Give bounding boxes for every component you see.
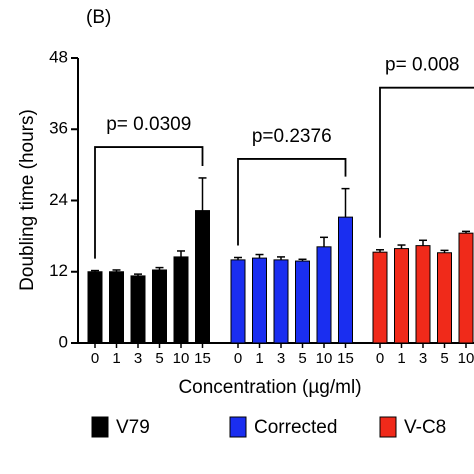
bar [87,271,103,344]
bar [109,271,124,344]
legend-swatch [379,416,397,438]
bar [173,256,189,344]
x-tick-label: 0 [91,350,99,367]
x-tick-label: 5 [298,350,306,367]
x-tick-label: 15 [337,350,354,367]
legend-swatch [229,416,247,438]
y-tick-label: 0 [59,332,68,351]
significance-bracket [237,158,347,246]
p-value: p= 0.0309 [106,114,191,135]
x-axis-label: Concentration (µg/ml) [178,377,361,398]
x-tick-label: 1 [255,350,263,367]
x-tick-label: 10 [316,350,333,367]
x-tick-label: 0 [376,350,384,367]
bar [273,259,289,344]
panel-label: (B) [86,7,111,28]
x-tick-label: 1 [397,350,405,367]
x-tick-label: 10 [458,350,474,367]
significance-bracket [379,86,474,238]
x-tick-label: 1 [112,350,120,367]
significance-bracket [94,146,204,259]
bar [295,260,310,344]
legend-swatch [91,416,109,438]
x-tick-label: 0 [234,350,242,367]
bar [152,269,167,344]
x-tick-label: 3 [277,350,285,367]
legend-label: V-C8 [404,417,446,438]
y-tick-label: 48 [49,47,68,66]
x-tick-label: 3 [419,350,427,367]
bar [338,216,353,344]
x-tick-label: 5 [155,350,163,367]
x-tick-label: 15 [194,350,211,367]
legend-label: Corrected [254,417,337,438]
bar [195,210,210,344]
bar [230,259,246,344]
bar [252,257,267,344]
y-axis-label: Doubling time (hours) [17,109,38,291]
y-tick-label: 12 [49,261,68,280]
x-tick-label: 5 [440,350,448,367]
bar [394,248,409,344]
bar [130,275,146,344]
legend-label: V79 [116,417,150,438]
p-value: p=0.2376 [252,126,332,147]
bar [316,246,332,344]
x-tick-label: 3 [134,350,142,367]
bar [437,252,452,344]
x-tick-label: 10 [173,350,190,367]
bar [458,232,474,344]
bar [372,251,388,344]
p-value: p= 0.008 [385,55,460,76]
bar [415,245,431,344]
y-tick-label: 36 [49,119,68,138]
y-tick-label: 24 [49,190,68,209]
